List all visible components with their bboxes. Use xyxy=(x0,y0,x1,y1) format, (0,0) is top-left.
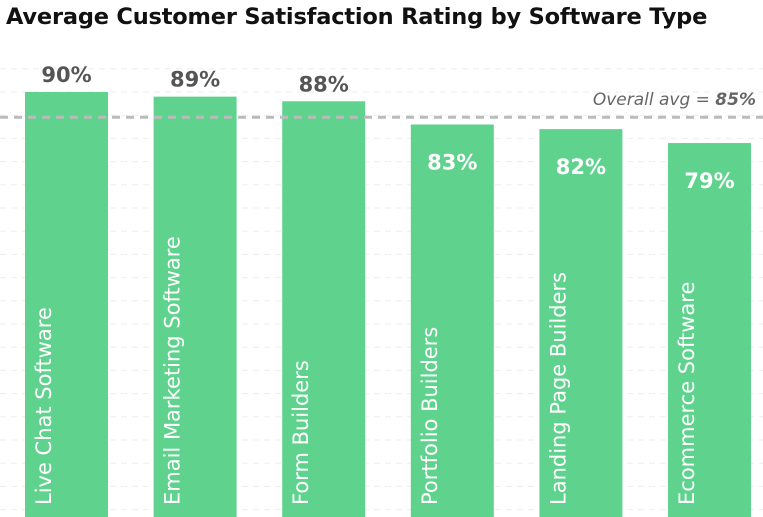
category-label: Portfolio Builders xyxy=(418,327,442,505)
category-label: Form Builders xyxy=(289,360,313,505)
bar xyxy=(668,143,751,517)
bar xyxy=(282,101,366,517)
data-label: 88% xyxy=(299,72,349,96)
bar xyxy=(410,124,494,517)
bar xyxy=(539,129,623,517)
category-label: Ecommerce Software xyxy=(675,282,699,505)
data-label: 82% xyxy=(556,155,606,179)
data-label: 83% xyxy=(427,150,477,174)
bar xyxy=(25,92,108,517)
category-label: Email Marketing Software xyxy=(161,236,185,505)
category-label: Landing Page Builders xyxy=(546,272,570,505)
bar xyxy=(153,96,237,517)
average-label: Overall avg = 85% xyxy=(593,90,756,110)
chart-title: Average Customer Satisfaction Rating by … xyxy=(6,4,708,30)
data-label: 79% xyxy=(684,169,734,193)
data-label: 90% xyxy=(41,63,91,87)
data-label: 89% xyxy=(170,68,220,92)
category-label: Live Chat Software xyxy=(32,307,56,505)
